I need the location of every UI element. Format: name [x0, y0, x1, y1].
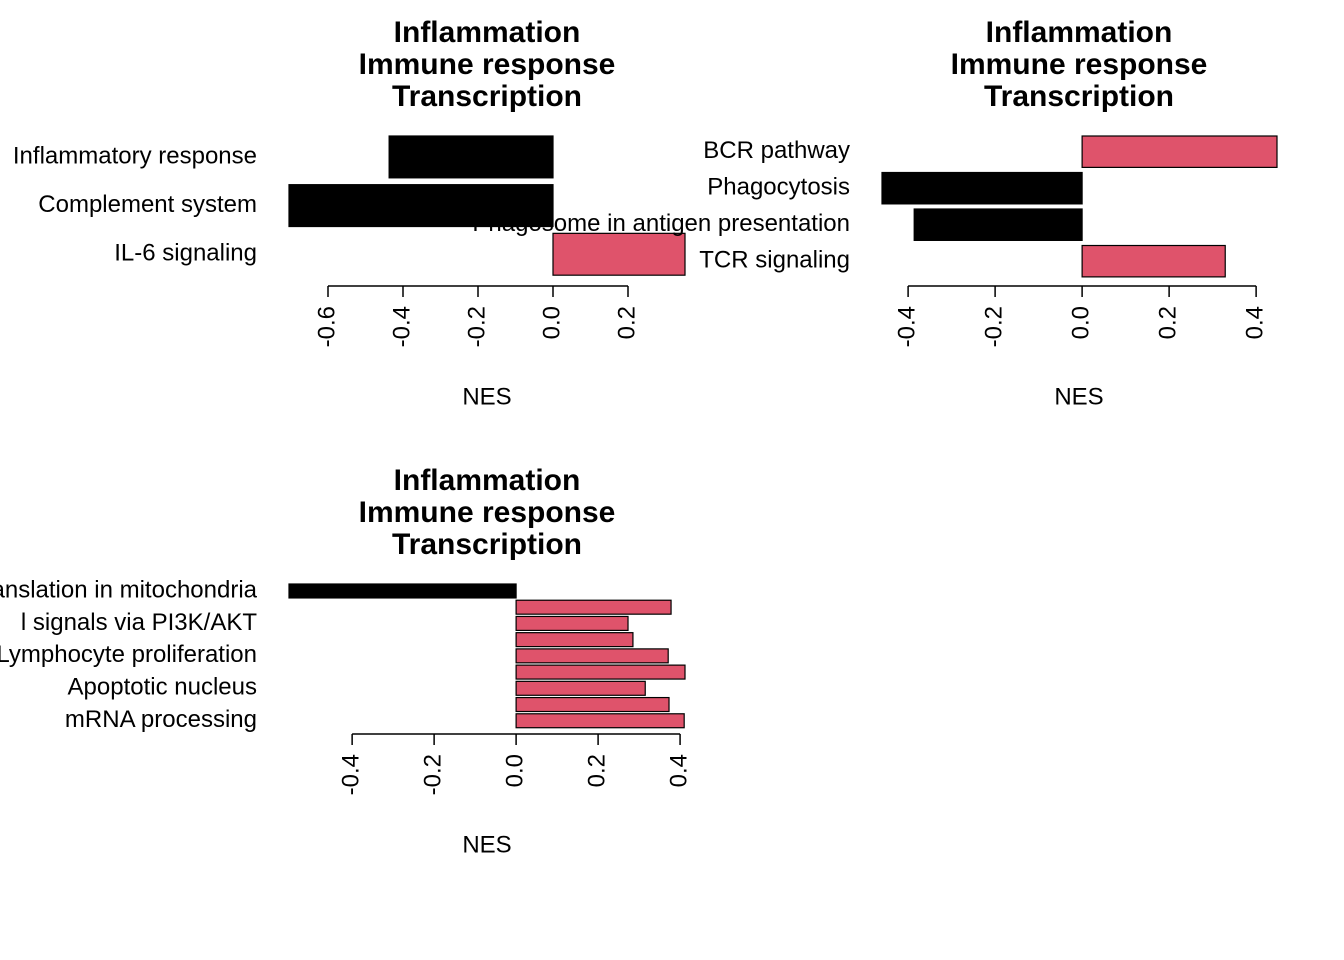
- category-label: Complement system: [38, 191, 257, 218]
- bar: [288, 184, 554, 228]
- bar: [515, 599, 672, 615]
- x-tick-label: -0.2: [463, 306, 490, 347]
- chart-title: Transcription: [984, 80, 1174, 113]
- category-label: Inflammatory response: [13, 142, 257, 169]
- x-tick-label: 0.0: [538, 306, 565, 339]
- chart-title: Transcription: [392, 80, 582, 113]
- x-axis-label: NES: [462, 831, 511, 858]
- x-tick-label: -0.4: [337, 754, 364, 795]
- chart-title: Transcription: [392, 528, 582, 561]
- x-tick-label: 0.2: [583, 754, 610, 787]
- category-label: Lymphocyte proliferation: [0, 641, 257, 668]
- category-label: Phagocytosis: [707, 174, 850, 201]
- bar: [388, 135, 554, 179]
- bar: [515, 680, 646, 696]
- category-label: IL-6 signaling: [114, 240, 257, 267]
- x-tick-label: -0.4: [893, 306, 920, 347]
- chart-title: Immune response: [359, 48, 616, 81]
- bar: [288, 583, 517, 599]
- bar: [515, 632, 634, 648]
- x-tick-label: -0.2: [980, 306, 1007, 347]
- bar: [515, 696, 670, 713]
- x-tick-label: -0.4: [388, 306, 415, 347]
- bar: [515, 664, 686, 680]
- x-tick-label: -0.6: [313, 306, 340, 347]
- x-tick-label: 0.0: [1067, 306, 1094, 339]
- bar: [881, 171, 1083, 205]
- chart-title: Immune response: [359, 496, 616, 529]
- bar: [913, 208, 1083, 241]
- bar: [515, 713, 685, 729]
- chart-title: Inflammation: [986, 16, 1173, 49]
- x-axis-label: NES: [462, 383, 511, 410]
- x-tick-label: 0.2: [1154, 306, 1181, 339]
- category-label: Apoptotic nucleus: [68, 674, 257, 701]
- bar: [1081, 135, 1278, 168]
- x-tick-label: 0.2: [613, 306, 640, 339]
- bar: [515, 648, 669, 664]
- bar: [552, 232, 686, 276]
- category-label: l signals via PI3K/AKT: [21, 609, 257, 636]
- category-label: TCR signaling: [699, 247, 850, 274]
- x-tick-label: 0.4: [665, 754, 692, 787]
- category-label: Translation in mitochondria: [0, 576, 258, 603]
- x-tick-label: -0.2: [419, 754, 446, 795]
- chart-title: Inflammation: [394, 16, 581, 49]
- chart-title: Immune response: [951, 48, 1208, 81]
- bar: [1081, 244, 1226, 278]
- category-label: BCR pathway: [703, 137, 850, 164]
- x-axis-label: NES: [1054, 383, 1103, 410]
- category-label: Phagosome in antigen presentation: [472, 210, 850, 237]
- x-tick-label: 0.0: [501, 754, 528, 787]
- bar: [515, 615, 629, 631]
- x-tick-label: 0.4: [1241, 306, 1268, 339]
- category-label: mRNA processing: [65, 706, 257, 733]
- chart-title: Inflammation: [394, 464, 581, 497]
